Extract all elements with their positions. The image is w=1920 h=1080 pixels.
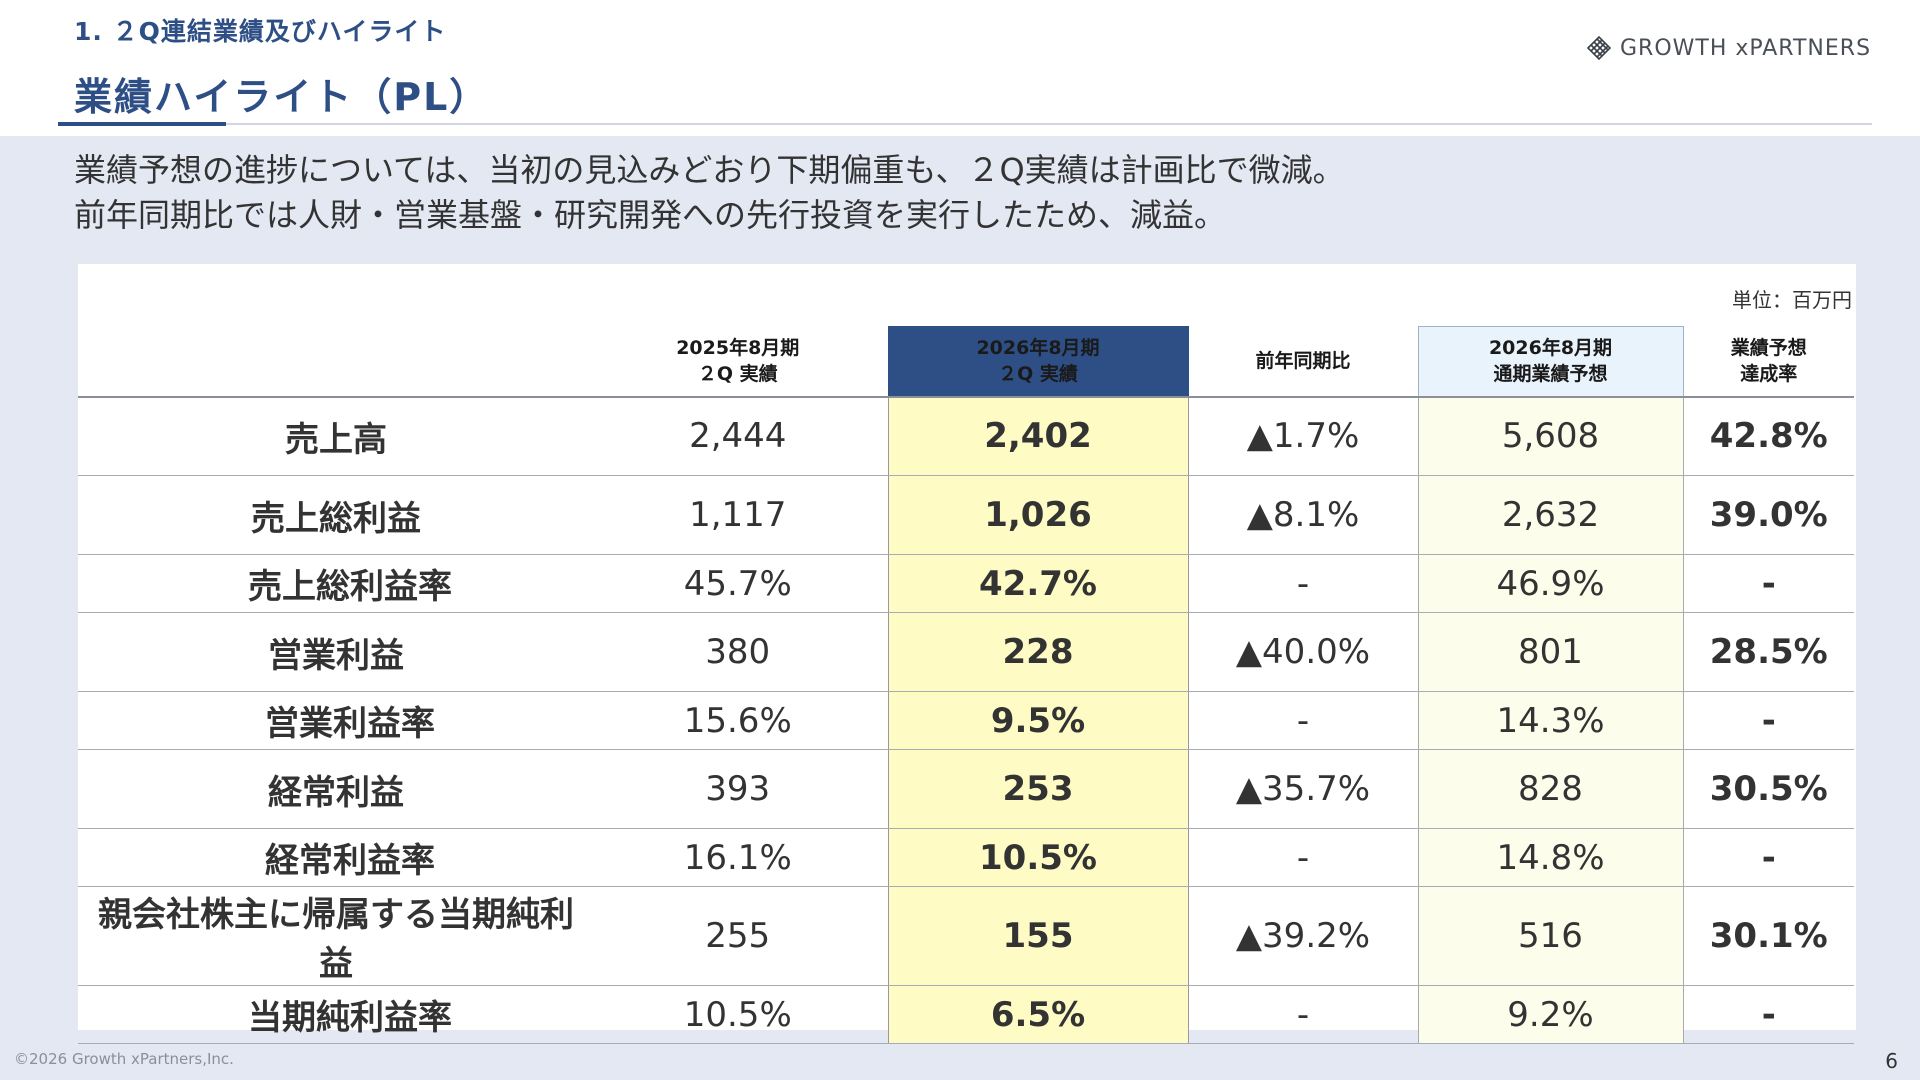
yoy-value: ▲40.0% <box>1188 612 1418 692</box>
section-label: 1. ２Q連結業績及びハイライト <box>74 17 447 46</box>
header-achievement: 業績予想 達成率 <box>1683 326 1854 398</box>
forecast-value: 516 <box>1417 886 1684 986</box>
table-row: 売上総利益 1,117 1,026 ▲8.1% 2,632 39.0% <box>78 475 1854 555</box>
current-value: 9.5% <box>887 691 1189 750</box>
header-yoy: 前年同期比 <box>1188 326 1418 398</box>
row-label: 売上総利益率 <box>78 554 588 613</box>
prev-value: 1,117 <box>588 475 888 555</box>
table-row: 親会社株主に帰属する当期純利益 255 155 ▲39.2% 516 30.1% <box>78 886 1854 986</box>
pl-highlight-table: 2025年8月期 ２Q 実績 2026年8月期 ２Q 実績 前年同期比 2026… <box>78 326 1854 1044</box>
row-label: 経常利益率 <box>78 828 588 887</box>
row-label: 売上高 <box>78 396 588 476</box>
prev-value: 10.5% <box>588 985 888 1044</box>
achievement-rate: - <box>1683 691 1854 750</box>
slide-header: 1. ２Q連結業績及びハイライト 業績ハイライト（PL） GROWTH xPAR… <box>0 0 1920 136</box>
achievement-rate: - <box>1683 985 1854 1044</box>
header-prev-2q: 2025年8月期 ２Q 実績 <box>588 326 888 398</box>
header-cur-line1: 2026年8月期 <box>976 337 1100 360</box>
row-label: 親会社株主に帰属する当期純利益 <box>78 886 588 986</box>
page-number: 6 <box>1885 1049 1898 1073</box>
row-label: 経常利益 <box>78 749 588 829</box>
current-value: 42.7% <box>887 554 1189 613</box>
forecast-value: 14.3% <box>1417 691 1684 750</box>
achievement-rate: 39.0% <box>1683 475 1854 555</box>
table-row: 経常利益 393 253 ▲35.7% 828 30.5% <box>78 749 1854 829</box>
achievement-rate: - <box>1683 828 1854 887</box>
current-value: 2,402 <box>887 396 1189 476</box>
prev-value: 15.6% <box>588 691 888 750</box>
header-prev-line1: 2025年8月期 <box>676 337 800 359</box>
summary-line-1: 業績予想の進捗については、当初の見込みどおり下期偏重も、２Q実績は計画比で微減。 <box>74 151 1345 189</box>
table-row: 売上総利益率 45.7% 42.7% - 46.9% - <box>78 554 1854 613</box>
yoy-value: - <box>1188 554 1418 613</box>
crosshatch-mark-icon <box>1586 35 1612 61</box>
current-value: 228 <box>887 612 1189 692</box>
table-row: 営業利益率 15.6% 9.5% - 14.3% - <box>78 691 1854 750</box>
forecast-value: 828 <box>1417 749 1684 829</box>
yoy-value: ▲39.2% <box>1188 886 1418 986</box>
yoy-value: ▲35.7% <box>1188 749 1418 829</box>
prev-value: 380 <box>588 612 888 692</box>
forecast-value: 14.8% <box>1417 828 1684 887</box>
title-divider <box>58 123 1872 125</box>
yoy-value: - <box>1188 828 1418 887</box>
prev-value: 393 <box>588 749 888 829</box>
achievement-rate: - <box>1683 554 1854 613</box>
table-header-row: 2025年8月期 ２Q 実績 2026年8月期 ２Q 実績 前年同期比 2026… <box>78 326 1854 398</box>
yoy-value: ▲1.7% <box>1188 396 1418 476</box>
header-rate-line2: 達成率 <box>1740 363 1798 385</box>
unit-label: 単位：百万円 <box>1732 288 1852 312</box>
achievement-rate: 28.5% <box>1683 612 1854 692</box>
row-label: 営業利益 <box>78 612 588 692</box>
achievement-rate: 42.8% <box>1683 396 1854 476</box>
header-label-blank <box>78 326 588 398</box>
page-title: 業績ハイライト（PL） <box>74 75 490 119</box>
current-value: 10.5% <box>887 828 1189 887</box>
header-current-2q: 2026年8月期 ２Q 実績 <box>887 326 1189 398</box>
achievement-rate: 30.1% <box>1683 886 1854 986</box>
prev-value: 2,444 <box>588 396 888 476</box>
current-value: 6.5% <box>887 985 1189 1044</box>
table-row: 売上高 2,444 2,402 ▲1.7% 5,608 42.8% <box>78 396 1854 476</box>
header-rate-line1: 業績予想 <box>1730 337 1807 359</box>
header-prev-line2: ２Q 実績 <box>697 363 778 385</box>
forecast-value: 2,632 <box>1417 475 1684 555</box>
company-logo: GROWTH xPARTNERS <box>1584 32 1871 64</box>
current-value: 253 <box>887 749 1189 829</box>
prev-value: 255 <box>588 886 888 986</box>
forecast-value: 9.2% <box>1417 985 1684 1044</box>
forecast-value: 5,608 <box>1417 396 1684 476</box>
yoy-value: - <box>1188 691 1418 750</box>
summary-text: 業績予想の進捗については、当初の見込みどおり下期偏重も、２Q実績は計画比で微減。… <box>74 148 1774 238</box>
copyright-notice: ©2026 Growth xPartners,Inc. <box>14 1050 234 1068</box>
title-divider-accent <box>58 122 226 126</box>
logo-wordmark: GROWTH xPARTNERS <box>1620 35 1872 61</box>
yoy-value: ▲8.1% <box>1188 475 1418 555</box>
forecast-value: 46.9% <box>1417 554 1684 613</box>
summary-line-2: 前年同期比では人財・営業基盤・研究開発への先行投資を実行したため、減益。 <box>74 196 1227 234</box>
prev-value: 16.1% <box>588 828 888 887</box>
row-label: 営業利益率 <box>78 691 588 750</box>
table-row: 経常利益率 16.1% 10.5% - 14.8% - <box>78 828 1854 887</box>
current-value: 155 <box>887 886 1189 986</box>
header-fc-line2: 通期業績予想 <box>1493 363 1608 386</box>
table-row: 営業利益 380 228 ▲40.0% 801 28.5% <box>78 612 1854 692</box>
pl-table-panel: 単位：百万円 2025年8月期 ２Q 実績 2026年8月期 ２Q 実績 前年同… <box>78 264 1856 1044</box>
current-value: 1,026 <box>887 475 1189 555</box>
forecast-value: 801 <box>1417 612 1684 692</box>
row-label: 売上総利益 <box>78 475 588 555</box>
row-label: 当期純利益率 <box>78 985 588 1044</box>
prev-value: 45.7% <box>588 554 888 613</box>
table-row: 当期純利益率 10.5% 6.5% - 9.2% - <box>78 985 1854 1044</box>
yoy-value: - <box>1188 985 1418 1044</box>
achievement-rate: 30.5% <box>1683 749 1854 829</box>
header-fc-line1: 2026年8月期 <box>1488 337 1613 360</box>
header-forecast: 2026年8月期 通期業績予想 <box>1417 326 1684 398</box>
header-cur-line2: ２Q 実績 <box>998 363 1078 386</box>
